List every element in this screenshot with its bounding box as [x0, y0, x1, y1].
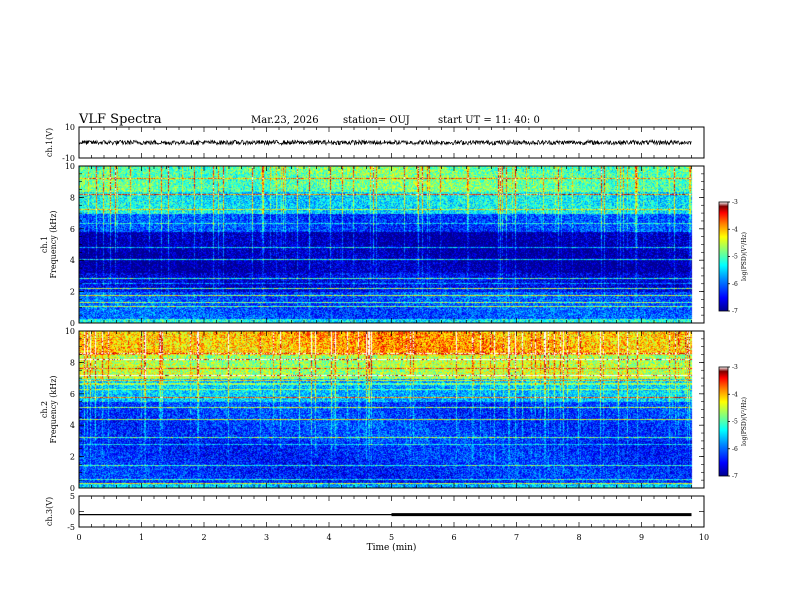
recording-date: Mar.23, 2026	[251, 115, 319, 126]
y-tick-label: 8	[70, 193, 75, 202]
chart-title: VLF Spectra	[79, 112, 162, 127]
station-label: station= OUJ	[343, 115, 410, 126]
y-axis-label: Frequency (kHz)	[49, 210, 58, 278]
colorbar	[718, 201, 729, 312]
y-tick-label: 2	[70, 288, 75, 297]
colorbar-tick-label: -4	[732, 226, 738, 233]
x-tick-label: 2	[201, 533, 206, 542]
x-tick-label: 5	[389, 533, 394, 542]
colorbar-tick-label: -3	[732, 364, 738, 371]
x-tick-label: 8	[576, 533, 581, 542]
x-tick-label: 10	[699, 533, 709, 542]
colorbar-tick-label: -6	[732, 281, 738, 288]
y-axis-label: ch.1(V)	[45, 128, 54, 157]
colorbar-tick-label: -7	[732, 473, 738, 480]
x-tick-label: 1	[139, 533, 144, 542]
y-tick-label: -5	[67, 523, 75, 532]
y-tick-label: 10	[65, 123, 75, 132]
y-tick-label: 10	[65, 327, 75, 336]
colorbar-label: log(PSD)(V²/Hz)	[741, 397, 748, 446]
colorbar-tick-label: -4	[732, 391, 738, 398]
y-tick-label: 2	[70, 453, 75, 462]
y-tick-label: 0	[70, 508, 75, 517]
y-tick-label: 8	[70, 358, 75, 367]
y-tick-label: 4	[70, 421, 75, 430]
y-tick-label: 0	[70, 319, 75, 328]
x-tick-label: 4	[326, 533, 331, 542]
x-axis-label: Time (min)	[367, 542, 417, 553]
y-tick-label: -10	[62, 154, 75, 163]
colorbar-tick-label: -6	[732, 446, 738, 453]
y-tick-label: 4	[70, 256, 75, 265]
start-time-label: start UT = 11: 40: 0	[438, 115, 540, 126]
colorbar-tick-label: -5	[732, 419, 738, 426]
y-axis-label: ch.3(V)	[45, 497, 54, 526]
y-tick-label: 0	[70, 484, 75, 493]
colorbar-tick-label: -7	[732, 308, 738, 315]
x-tick-label: 6	[451, 533, 456, 542]
spectrogram-ch1	[79, 166, 704, 323]
y-axis-label: Frequency (kHz)	[49, 375, 58, 443]
x-tick-label: 0	[76, 533, 81, 542]
spectrogram-ch2	[79, 331, 704, 488]
y-tick-label: 6	[70, 225, 75, 234]
ch1-waveform-line	[78, 138, 692, 147]
y-axis-label-channel: ch.2	[40, 401, 49, 418]
colorbar-tick-label: -5	[732, 254, 738, 261]
y-axis-label-channel: ch.1	[40, 236, 49, 253]
y-tick-label: 6	[70, 390, 75, 399]
y-tick-label: 5	[70, 492, 75, 501]
colorbar	[718, 366, 729, 477]
x-tick-label: 9	[639, 533, 644, 542]
y-tick-label: 10	[65, 162, 75, 171]
colorbar-label: log(PSD)(V²/Hz)	[741, 232, 748, 281]
colorbar-tick-label: -3	[732, 199, 738, 206]
x-tick-label: 3	[264, 533, 269, 542]
x-tick-label: 7	[514, 533, 519, 542]
